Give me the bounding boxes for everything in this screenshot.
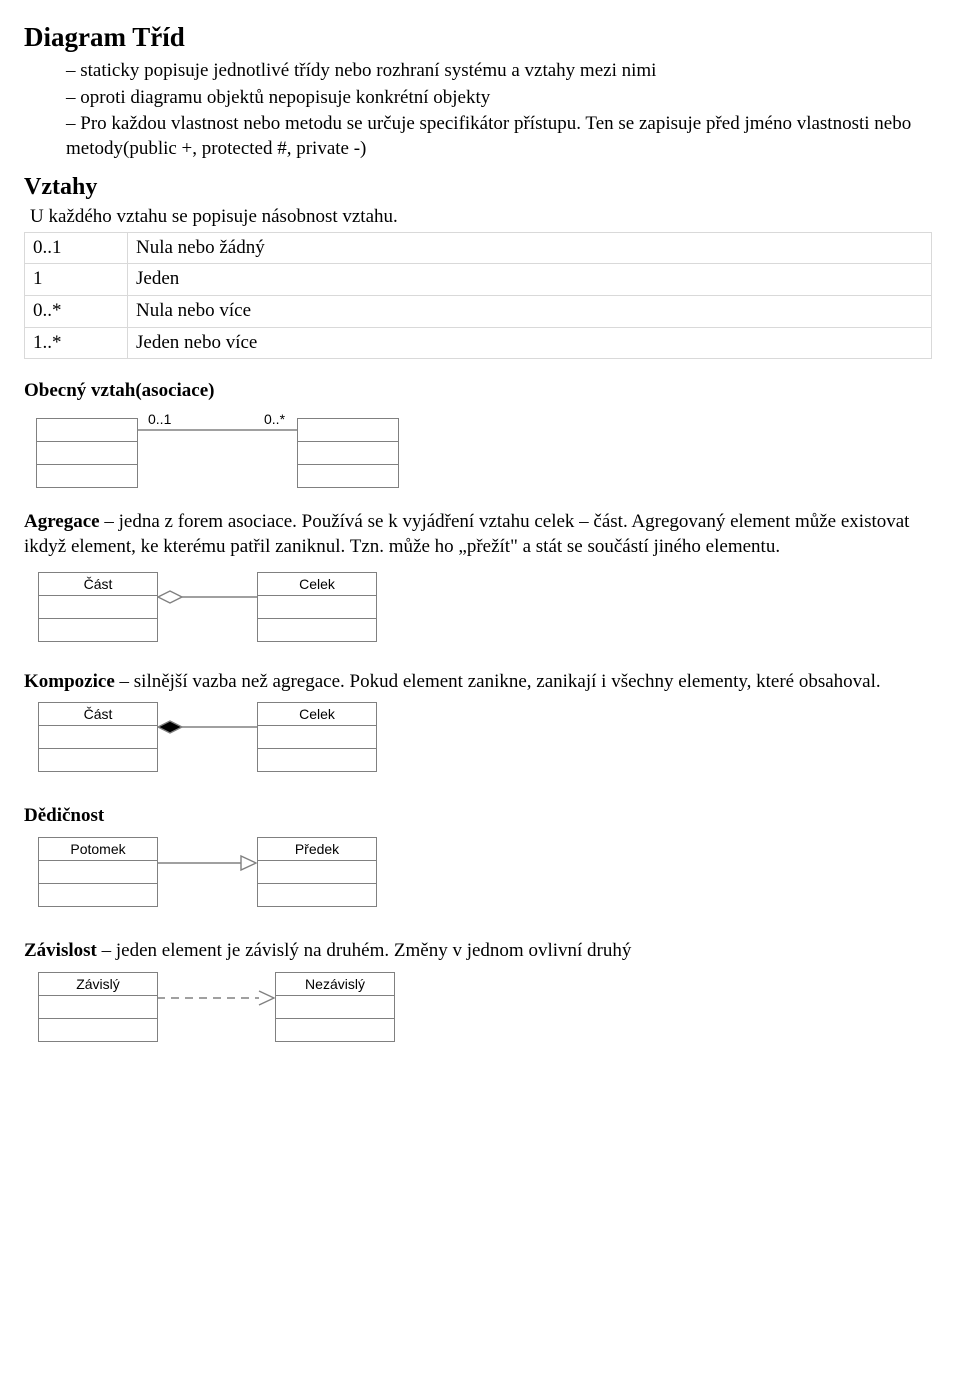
assoc-title: Obecný vztah(asociace)	[24, 379, 936, 404]
uml-name-row: Potomek	[39, 838, 157, 861]
uml-class-box-whole: Celek	[257, 572, 377, 642]
kompozice-diagram: Část Celek	[24, 700, 936, 784]
uml-attr-row	[258, 861, 376, 884]
table-row: 0..* Nula nebo více	[25, 296, 932, 328]
zavislost-title: Závislost	[24, 940, 97, 961]
table-row: 0..1 Nula nebo žádný	[25, 232, 932, 264]
uml-class-box-parent: Předek	[257, 837, 377, 907]
page-title: Diagram Tříd	[24, 20, 936, 55]
uml-name-row	[37, 419, 137, 442]
agregace-desc: – jedna z forem asociace. Používá se k v…	[24, 511, 909, 557]
uml-attr-row	[37, 442, 137, 465]
agregace-diagram: Část Celek	[24, 566, 936, 650]
uml-name-row: Celek	[258, 703, 376, 726]
mult-val: Jeden nebo více	[128, 327, 932, 359]
assoc-diagram: 0..1 0..*	[24, 410, 936, 490]
vztahy-heading: Vztahy	[24, 172, 936, 203]
uml-attr-row	[258, 596, 376, 619]
dedicnost-diagram: Potomek Předek	[24, 835, 936, 919]
uml-name-row: Předek	[258, 838, 376, 861]
kompozice-desc: – silnější vazba než agregace. Pokud ele…	[115, 671, 881, 692]
uml-name-row: Část	[39, 703, 157, 726]
uml-name-row: Závislý	[39, 973, 157, 996]
table-row: 1 Jeden	[25, 264, 932, 296]
uml-attr-row	[39, 861, 157, 884]
mult-val: Nula nebo žádný	[128, 232, 932, 264]
uml-class-box-part: Část	[38, 572, 158, 642]
agregace-title: Agregace	[24, 511, 100, 532]
uml-class-box-dependent: Závislý	[38, 972, 158, 1042]
uml-attr-row	[39, 726, 157, 749]
uml-op-row	[258, 884, 376, 906]
mult-key: 1..*	[25, 327, 128, 359]
kompozice-title: Kompozice	[24, 671, 115, 692]
table-row: 1..* Jeden nebo více	[25, 327, 932, 359]
mult-key: 0..1	[25, 232, 128, 264]
uml-class-box-left	[36, 418, 138, 488]
dedicnost-title: Dědičnost	[24, 804, 936, 829]
uml-attr-row	[298, 442, 398, 465]
intro-list: staticky popisuje jednotlivé třídy nebo …	[24, 59, 936, 162]
uml-op-row	[39, 884, 157, 906]
uml-op-row	[39, 749, 157, 771]
bullet-2: oproti diagramu objektů nepopisuje konkr…	[66, 86, 936, 111]
uml-attr-row	[276, 996, 394, 1019]
uml-class-box-whole: Celek	[257, 702, 377, 772]
uml-attr-row	[258, 726, 376, 749]
uml-op-row	[258, 619, 376, 641]
bullet-1: staticky popisuje jednotlivé třídy nebo …	[66, 59, 936, 84]
assoc-line-icon	[137, 428, 297, 432]
uml-class-box-part: Část	[38, 702, 158, 772]
vztahy-intro: U každého vztahu se popisuje násobnost v…	[30, 205, 936, 230]
kompozice-text: Kompozice – silnější vazba než agregace.…	[24, 670, 936, 695]
mult-key: 1	[25, 264, 128, 296]
mult-right-label: 0..*	[264, 410, 285, 428]
uml-op-row	[39, 619, 157, 641]
zavislost-text: Závislost – jeden element je závislý na …	[24, 939, 936, 964]
uml-class-box-child: Potomek	[38, 837, 158, 907]
uml-name-row: Nezávislý	[276, 973, 394, 996]
inheritance-connector-icon	[157, 853, 257, 873]
uml-op-row	[37, 465, 137, 487]
uml-class-box-independent: Nezávislý	[275, 972, 395, 1042]
mult-key: 0..*	[25, 296, 128, 328]
uml-op-row	[276, 1019, 394, 1041]
agregace-text: Agregace – jedna z forem asociace. Použí…	[24, 510, 936, 559]
aggregation-connector-icon	[157, 588, 257, 606]
multiplicity-table: 0..1 Nula nebo žádný 1 Jeden 0..* Nula n…	[24, 232, 932, 360]
uml-op-row	[39, 1019, 157, 1041]
uml-name-row	[298, 419, 398, 442]
mult-left-label: 0..1	[148, 410, 171, 428]
uml-attr-row	[39, 596, 157, 619]
uml-class-box-right	[297, 418, 399, 488]
dependency-connector-icon	[157, 988, 275, 1008]
bullet-3: Pro každou vlastnost nebo metodu se urču…	[66, 112, 936, 161]
uml-name-row: Část	[39, 573, 157, 596]
uml-name-row: Celek	[258, 573, 376, 596]
composition-connector-icon	[157, 718, 257, 736]
mult-val: Jeden	[128, 264, 932, 296]
uml-attr-row	[39, 996, 157, 1019]
uml-op-row	[298, 465, 398, 487]
uml-op-row	[258, 749, 376, 771]
zavislost-diagram: Závislý Nezávislý	[24, 970, 936, 1054]
zavislost-desc: – jeden element je závislý na druhém. Zm…	[97, 940, 632, 961]
mult-val: Nula nebo více	[128, 296, 932, 328]
